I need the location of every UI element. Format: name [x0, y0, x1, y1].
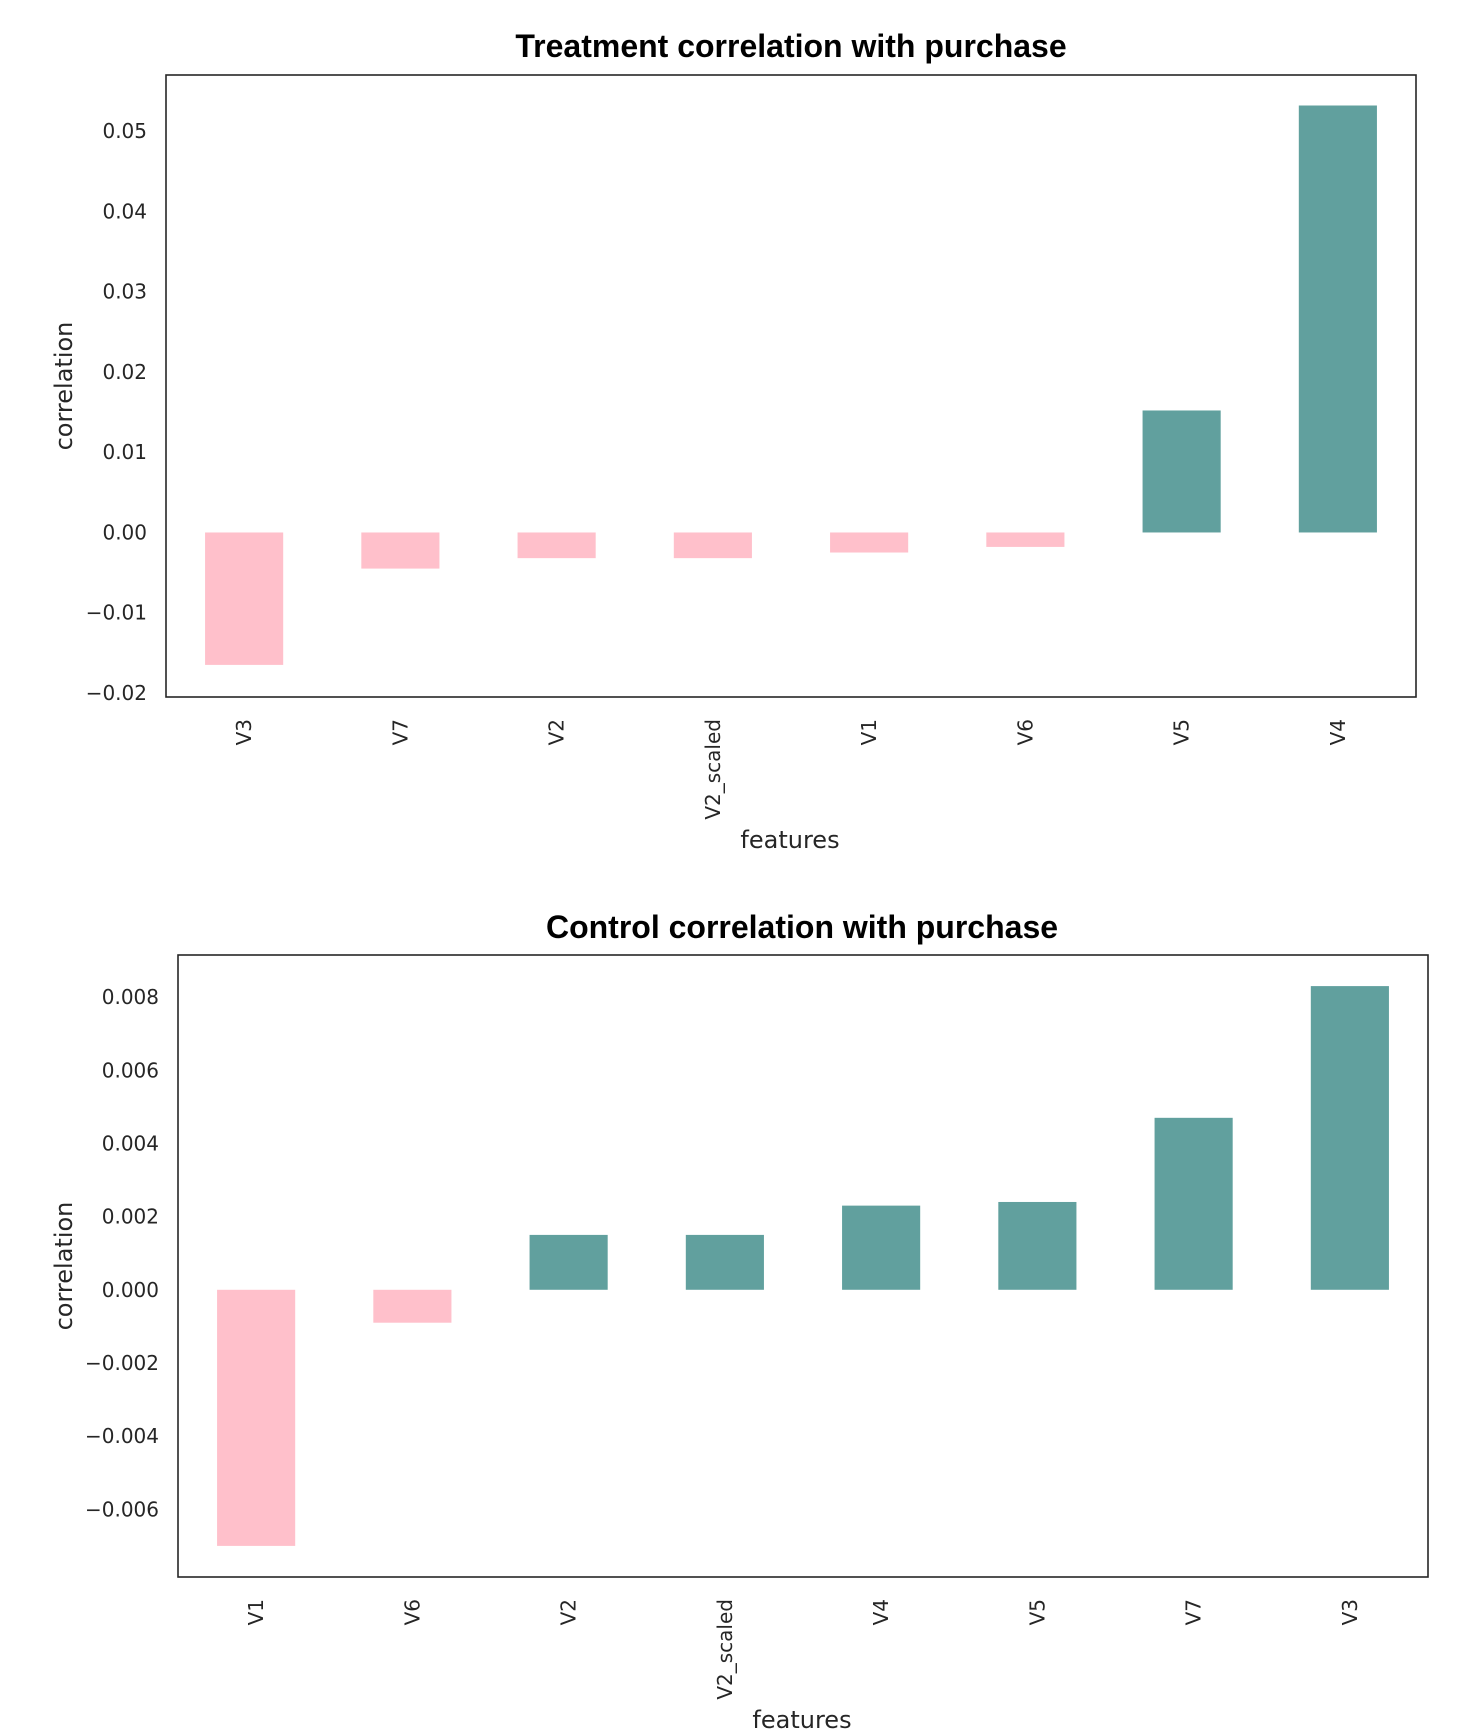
- bar-v3: [205, 532, 284, 665]
- x-ticks: V3 V7 V2 V2_scaled V1 V6 V5 V4: [232, 719, 1350, 820]
- bar-v2: [517, 532, 596, 559]
- bars: [217, 986, 1389, 1546]
- y-ticks: −0.006 −0.004 −0.002 0.000 0.002 0.004 0.006 0.…: [85, 985, 159, 1521]
- plot-frame: [165, 74, 1417, 698]
- y-tick-label: 0.00: [102, 520, 147, 544]
- x-tick-label: V5: [1170, 719, 1194, 745]
- bar-v7: [1154, 1117, 1233, 1290]
- chart-title: Treatment correlation with purchase: [515, 28, 1066, 64]
- plot-frame: [177, 954, 1429, 1578]
- x-tick-label: V7: [1182, 1599, 1206, 1625]
- y-tick-label: 0.05: [102, 119, 147, 143]
- x-tick-label: V2_scaled: [701, 719, 725, 820]
- x-axis-label: features: [740, 826, 839, 854]
- y-axis-label: correlation: [50, 322, 78, 451]
- y-tick-label: 0.004: [102, 1131, 159, 1155]
- y-tick-label: −0.004: [85, 1424, 159, 1448]
- x-tick-label: V7: [388, 719, 412, 745]
- bar-v3: [1310, 986, 1389, 1290]
- x-tick-label: V6: [400, 1599, 424, 1625]
- y-tick-label: 0.02: [102, 360, 147, 384]
- bar-v6: [373, 1289, 452, 1323]
- x-tick-label: V3: [1338, 1599, 1362, 1625]
- x-ticks: V1 V6 V2 V2_scaled V4 V5 V7 V3: [244, 1599, 1362, 1700]
- y-tick-label: 0.01: [102, 440, 147, 464]
- chart-title: Control correlation with purchase: [546, 909, 1058, 945]
- x-tick-label: V3: [232, 719, 256, 745]
- bar-v7: [361, 532, 440, 569]
- x-tick-label: V1: [244, 1599, 268, 1625]
- x-axis-label: features: [752, 1706, 851, 1730]
- y-tick-label: −0.02: [86, 681, 147, 705]
- x-tick-label: V2_scaled: [713, 1599, 737, 1700]
- y-tick-label: 0.03: [102, 280, 147, 304]
- x-tick-label: V1: [857, 719, 881, 745]
- x-tick-label: V2: [545, 719, 569, 745]
- y-ticks: −0.02 −0.01 0.00 0.01 0.02 0.03 0.04 0.05: [86, 119, 147, 705]
- y-tick-label: −0.002: [85, 1351, 159, 1375]
- bar-v6: [986, 532, 1065, 547]
- treatment-chart: Treatment correlation with purchase −0.0…: [50, 28, 1417, 854]
- y-tick-label: −0.01: [86, 601, 147, 625]
- bar-v2-scaled: [685, 1234, 764, 1290]
- bar-v4: [1298, 105, 1377, 533]
- bar-v1: [217, 1289, 296, 1546]
- x-tick-label: V6: [1013, 719, 1037, 745]
- bar-v5: [998, 1201, 1077, 1290]
- y-axis-label: correlation: [50, 1202, 78, 1331]
- control-chart: Control correlation with purchase −0.006…: [50, 909, 1429, 1730]
- bar-v2-scaled: [673, 532, 752, 559]
- y-tick-label: 0.008: [102, 985, 159, 1009]
- x-tick-label: V4: [1326, 719, 1350, 745]
- y-tick-label: 0.04: [102, 199, 147, 223]
- y-tick-label: 0.000: [102, 1278, 159, 1302]
- bars: [205, 105, 1377, 665]
- x-tick-label: V5: [1025, 1599, 1049, 1625]
- x-tick-label: V2: [557, 1599, 581, 1625]
- bar-v4: [842, 1205, 921, 1290]
- bar-v5: [1142, 410, 1221, 533]
- y-tick-label: 0.002: [102, 1205, 159, 1229]
- bar-v1: [830, 532, 909, 553]
- y-tick-label: 0.006: [102, 1058, 159, 1082]
- bar-v2: [529, 1234, 608, 1290]
- x-tick-label: V4: [869, 1599, 893, 1625]
- y-tick-label: −0.006: [85, 1497, 159, 1521]
